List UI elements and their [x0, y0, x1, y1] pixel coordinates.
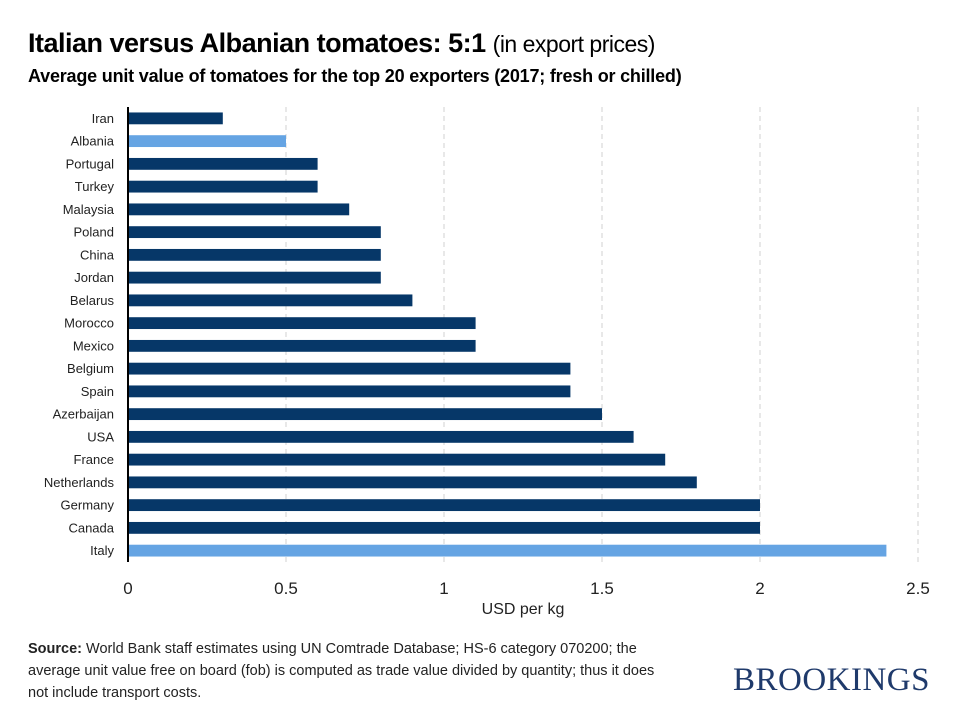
bar-france	[128, 453, 666, 466]
bar-canada	[128, 521, 760, 534]
chart-title: Italian versus Albanian tomatoes: 5:1 (i…	[28, 28, 655, 59]
source-label: Source:	[28, 641, 82, 657]
category-label: Italy	[90, 543, 114, 558]
source-note: Source: World Bank staff estimates using…	[28, 638, 668, 704]
x-axis-title: USD per kg	[482, 601, 565, 618]
category-labels: Iran Albania Portugal Turkey Malaysia Poland C…	[44, 111, 115, 558]
bar-poland	[128, 226, 381, 239]
bar-iran	[128, 112, 223, 125]
x-tick-label: 1.5	[590, 579, 614, 598]
category-label: Portugal	[66, 156, 115, 171]
bar-azerbaijan	[128, 408, 602, 421]
x-tick-labels: 0 0.5 1 1.5 2 2.5	[123, 579, 930, 598]
bar-malaysia	[128, 203, 350, 216]
category-label: Turkey	[75, 179, 115, 194]
bar-turkey	[128, 180, 318, 193]
x-tick-label: 2.5	[906, 579, 930, 598]
category-label: Germany	[61, 498, 115, 513]
bar-morocco	[128, 317, 476, 330]
category-label: Jordan	[74, 270, 114, 285]
bar-usa	[128, 430, 634, 443]
category-label: Belgium	[67, 361, 114, 376]
category-label: Malaysia	[63, 202, 115, 217]
category-label: Albania	[71, 134, 115, 149]
category-label: Spain	[81, 384, 114, 399]
category-label: USA	[87, 429, 114, 444]
bars	[128, 112, 887, 557]
category-label: Canada	[68, 520, 114, 535]
bar-netherlands	[128, 476, 697, 489]
bar-jordan	[128, 271, 381, 284]
x-tick-label: 1	[439, 579, 448, 598]
category-label: Morocco	[64, 316, 114, 331]
bar-china	[128, 248, 381, 261]
bar-portugal	[128, 157, 318, 170]
bar-germany	[128, 499, 760, 512]
category-label: Belarus	[70, 293, 115, 308]
source-text: World Bank staff estimates using UN Comt…	[28, 641, 655, 701]
x-tick-label: 0	[123, 579, 132, 598]
chart-title-qualifier: (in export prices)	[492, 31, 656, 57]
bar-albania	[128, 135, 286, 148]
bar-italy	[128, 544, 887, 557]
chart-subtitle: Average unit value of tomatoes for the t…	[28, 66, 682, 86]
x-tick-label: 2	[755, 579, 764, 598]
category-label: Mexico	[73, 338, 114, 353]
category-label: Iran	[92, 111, 114, 126]
bar-belgium	[128, 362, 571, 375]
bar-belarus	[128, 294, 413, 307]
chart-title-main: Italian versus Albanian tomatoes: 5:1	[28, 28, 486, 58]
bar-spain	[128, 385, 571, 398]
gridlines	[285, 107, 919, 562]
category-label: France	[74, 452, 114, 467]
x-tick-label: 0.5	[274, 579, 298, 598]
category-label: Azerbaijan	[53, 407, 114, 422]
brookings-logo: BROOKINGS	[732, 662, 930, 698]
category-label: Poland	[74, 225, 114, 240]
bar-mexico	[128, 339, 476, 352]
category-label: China	[80, 247, 115, 262]
category-label: Netherlands	[44, 475, 115, 490]
